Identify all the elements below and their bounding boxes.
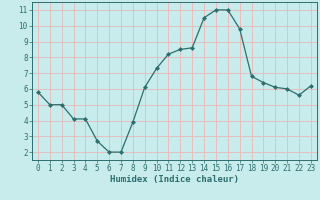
X-axis label: Humidex (Indice chaleur): Humidex (Indice chaleur)	[110, 175, 239, 184]
